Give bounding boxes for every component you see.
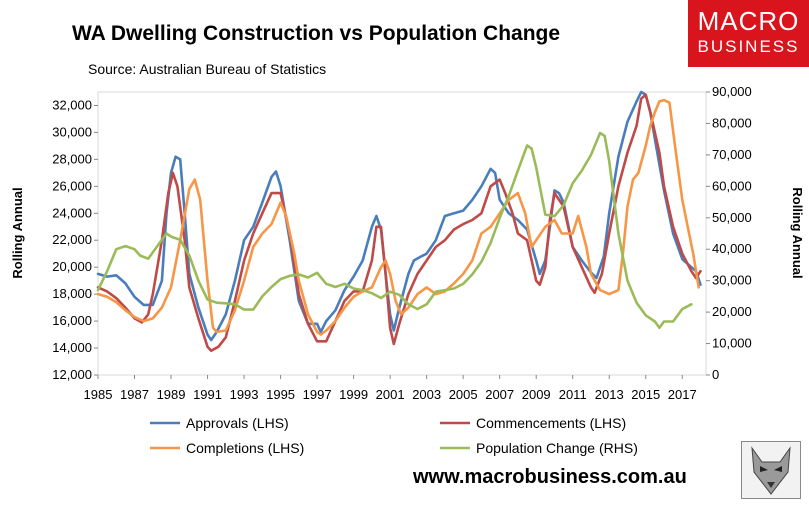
y-tick-label-right: 70,000 (712, 147, 752, 162)
series-line-commencements-lhs (96, 93, 702, 352)
y-tick-label-left: 32,000 (52, 97, 92, 112)
x-tick-label: 1989 (157, 387, 186, 402)
x-tick-label: 2015 (631, 387, 660, 402)
website-url[interactable]: www.macrobusiness.com.au (413, 466, 687, 488)
y-axis-label-left: Rolling Annual (10, 187, 25, 278)
legend: Approvals (LHS) Commencements (LHS) Comple… (150, 415, 638, 456)
legend-label: Approvals (LHS) (186, 415, 289, 431)
logo-line-1: MACRO (697, 6, 800, 36)
x-tick-label: 1991 (193, 387, 222, 402)
x-tick-label: 1997 (303, 387, 332, 402)
y-tick-label-right: 0 (712, 367, 719, 382)
legend-label: Population Change (RHS) (476, 440, 638, 456)
y-tick-label-right: 80,000 (712, 115, 752, 130)
y-tick-label-right: 60,000 (712, 178, 752, 193)
series-line-population-change-rhs (96, 131, 693, 330)
x-tick-label: 2011 (559, 387, 587, 402)
x-tick-label: 1985 (84, 387, 113, 402)
x-tick-label: 2017 (668, 387, 697, 402)
logo-line-2: BUSINESS (697, 37, 800, 56)
y-tick-label-right: 30,000 (712, 273, 752, 288)
legend-label: Completions (LHS) (186, 440, 304, 456)
y-tick-label-left: 24,000 (52, 205, 92, 220)
y-tick-label-left: 16,000 (52, 313, 92, 328)
macrobusiness-logo[interactable]: MACRO BUSINESS (688, 0, 809, 67)
y-tick-label-right: 50,000 (712, 210, 752, 225)
x-tick-label: 2013 (595, 387, 624, 402)
wolf-logo-icon (741, 441, 801, 499)
plot-area (97, 91, 707, 376)
x-tick-label: 1999 (339, 387, 368, 402)
x-tick-label: 1987 (120, 387, 149, 402)
y-tick-label-right: 10,000 (712, 336, 752, 351)
chart-source: Source: Australian Bureau of Statistics (88, 61, 327, 77)
x-tick-label: 2001 (376, 387, 405, 402)
y-tick-label-left: 30,000 (52, 124, 92, 139)
y-tick-label-left: 12,000 (52, 367, 92, 382)
chart-title: WA Dwelling Construction vs Population C… (72, 22, 561, 45)
x-tick-label: 2009 (522, 387, 551, 402)
legend-label: Commencements (LHS) (476, 415, 626, 431)
y-tick-label-right: 20,000 (712, 304, 752, 319)
y-axis-label-right: Rolling Annual (790, 187, 805, 278)
y-tick-label-left: 14,000 (52, 340, 92, 355)
x-tick-label: 2003 (412, 387, 441, 402)
y-tick-label-left: 18,000 (52, 286, 92, 301)
y-tick-label-right: 90,000 (712, 84, 752, 99)
x-tick-label: 2005 (449, 387, 478, 402)
x-tick-label: 1995 (266, 387, 295, 402)
y-tick-label-left: 22,000 (52, 232, 92, 247)
y-tick-label-left: 28,000 (52, 151, 92, 166)
series-line-completions-lhs (96, 98, 700, 336)
y-tick-label-right: 40,000 (712, 241, 752, 256)
x-tick-label: 2007 (485, 387, 514, 402)
y-tick-label-left: 26,000 (52, 178, 92, 193)
y-tick-label-left: 20,000 (52, 259, 92, 274)
x-tick-label: 1993 (230, 387, 259, 402)
